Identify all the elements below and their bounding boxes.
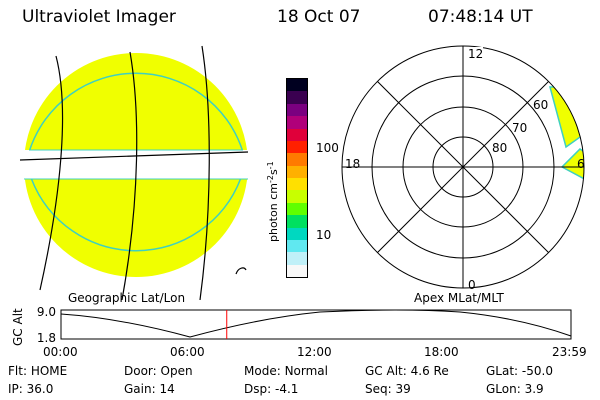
altitude-plot: GC Alt 9.0 1.8 bbox=[11, 305, 572, 346]
geographic-caption: Geographic Lat/Lon bbox=[68, 291, 186, 305]
mlt-label-18: 18 bbox=[345, 157, 361, 171]
colorbar-tick-10: 10 bbox=[316, 228, 332, 242]
time-tick-2: 12:00 bbox=[297, 345, 332, 359]
time-tick-3: 18:00 bbox=[424, 345, 459, 359]
status-flight: Flt: HOME bbox=[8, 364, 68, 378]
status-seq: Seq: 39 bbox=[365, 382, 411, 396]
colorbar-segment bbox=[287, 190, 307, 203]
altitude-curve bbox=[60, 309, 572, 338]
status-ip: IP: 36.0 bbox=[8, 382, 54, 396]
colorbar-segment bbox=[287, 79, 307, 92]
longitude-line bbox=[121, 51, 138, 300]
colorbar-segment bbox=[287, 165, 307, 178]
observation-date: 18 Oct 07 bbox=[277, 7, 361, 27]
auroral-upper-region bbox=[24, 53, 248, 150]
colorbar-segment bbox=[287, 252, 307, 265]
altitude-ytick-min: 1.8 bbox=[37, 331, 56, 345]
longitude-line bbox=[39, 55, 64, 291]
colorbar-segment bbox=[287, 264, 307, 277]
altitude-plot-frame bbox=[60, 309, 572, 340]
colorbar-segment bbox=[287, 202, 307, 216]
colorbar-segment bbox=[287, 239, 307, 253]
status-dsp: Dsp: -4.1 bbox=[244, 382, 299, 396]
colorbar-label: photon cm-2s-1 bbox=[266, 161, 280, 242]
polar-caption: Apex MLat/MLT bbox=[414, 291, 504, 305]
limb-outline-lower bbox=[30, 178, 242, 252]
colorbar-segment bbox=[287, 103, 307, 117]
mlat-label-70: 70 bbox=[512, 121, 528, 135]
geographic-image-panel bbox=[19, 45, 249, 300]
altitude-ylabel: GC Alt bbox=[11, 308, 25, 346]
status-door: Door: Open bbox=[124, 364, 193, 378]
colorbar-segment bbox=[287, 140, 307, 154]
coastline-fragment bbox=[235, 267, 247, 275]
limb-outline-upper bbox=[28, 72, 244, 151]
time-tick-4: 23:59 bbox=[552, 345, 587, 359]
time-tick-1: 06:00 bbox=[170, 345, 205, 359]
polar-mlat-mlt-panel bbox=[341, 45, 585, 289]
colorbar-segment bbox=[287, 91, 307, 104]
mlat-label-60: 60 bbox=[533, 98, 549, 112]
colorbar bbox=[286, 78, 308, 278]
colorbar-segment bbox=[287, 178, 307, 191]
colorbar-tick-100: 100 bbox=[316, 141, 339, 155]
polar-auroral-patch bbox=[560, 148, 584, 185]
status-mode: Mode: Normal bbox=[244, 364, 328, 378]
status-gc-alt: GC Alt: 4.6 Re bbox=[365, 364, 449, 378]
latitude-line bbox=[19, 151, 249, 161]
mlt-meridian-diag bbox=[377, 81, 549, 253]
colorbar-segment bbox=[287, 215, 307, 228]
instrument-title: Ultraviolet Imager bbox=[22, 7, 176, 27]
time-tick-0: 00:00 bbox=[43, 345, 78, 359]
status-glat: GLat: -50.0 bbox=[486, 364, 553, 378]
altitude-ytick-max: 9.0 bbox=[37, 305, 56, 319]
status-gain: Gain: 14 bbox=[124, 382, 175, 396]
mlt-label-6: 6 bbox=[577, 157, 585, 171]
colorbar-segment bbox=[287, 128, 307, 141]
observation-time: 07:48:14 UT bbox=[428, 7, 533, 27]
earth-disc bbox=[24, 53, 248, 277]
colorbar-segment bbox=[287, 116, 307, 129]
colorbar-segment bbox=[287, 153, 307, 166]
svg-text:photon cm-2s-1: photon cm-2s-1 bbox=[266, 161, 280, 242]
colorbar-segment bbox=[287, 227, 307, 240]
polar-auroral-patch bbox=[549, 86, 584, 149]
longitude-line bbox=[199, 45, 210, 300]
mlt-label-12: 12 bbox=[468, 47, 484, 61]
mlt-label-0: 0 bbox=[468, 278, 476, 292]
mlat-label-80: 80 bbox=[492, 141, 508, 155]
status-glon: GLon: 3.9 bbox=[486, 382, 544, 396]
auroral-lower-region bbox=[24, 179, 248, 277]
